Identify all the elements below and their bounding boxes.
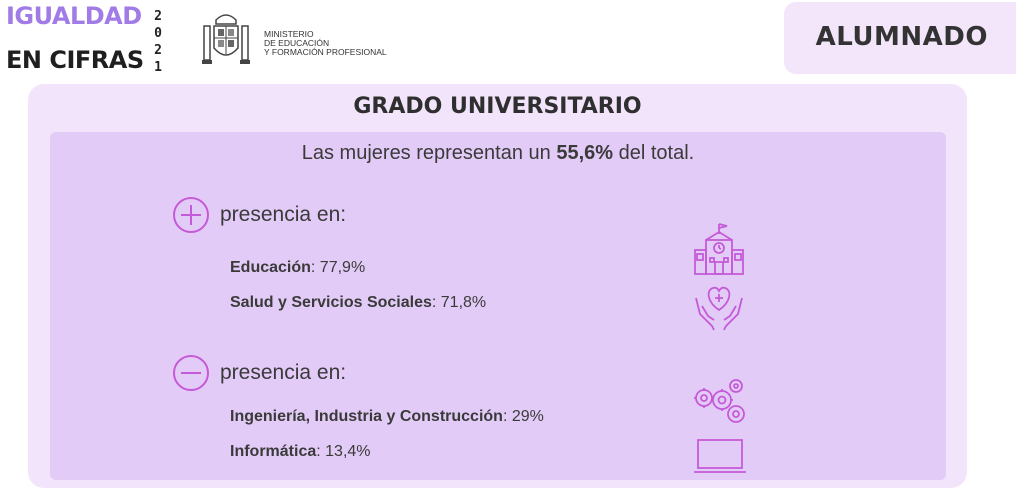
plus-circle-icon [173, 197, 209, 233]
hands-heart-icon [695, 286, 743, 331]
list-item: Educación: 77,9% [230, 259, 365, 277]
brand-year: 2 0 2 1 [151, 8, 165, 76]
summary-suffix: del total. [613, 142, 695, 164]
more-presence-heading: presencia en: [172, 196, 346, 234]
category-tag: ALUMNADO [784, 2, 1016, 74]
field-name: Salud y Servicios Sociales [230, 294, 432, 311]
content-panel: GRADO UNIVERSITARIO Las mujeres represen… [28, 84, 967, 488]
field-value: : 29% [502, 408, 544, 425]
field-value: : 13,4% [316, 443, 371, 460]
less-presence-heading: presencia en: [172, 354, 346, 392]
year-digit: 2 [154, 9, 162, 24]
more-presence-label: presencia en: [220, 203, 347, 226]
list-item: Informática: 13,4% [230, 443, 371, 461]
section-title: GRADO UNIVERSITARIO [353, 94, 642, 119]
less-presence-label: presencia en: [220, 361, 347, 384]
stats-card: Las mujeres representan un 55,6% del tot… [50, 132, 946, 480]
brand-logo: IGUALDAD EN CIFRAS 2 0 2 1 [6, 2, 186, 82]
ministry-line: DE EDUCACIÓN [264, 38, 330, 48]
summary-prefix: Las mujeres representan un [301, 142, 557, 164]
field-name: Educación [230, 259, 311, 276]
laptop-icon [694, 439, 746, 473]
school-building-icon [694, 223, 744, 275]
field-name: Informática [230, 443, 317, 460]
year-digit: 0 [154, 26, 162, 41]
ministry-name: MINISTERIO DE EDUCACIÓN Y FORMACIÓN PROF… [264, 30, 387, 57]
year-digit: 2 [154, 43, 162, 58]
brand-title-line2: EN CIFRAS [6, 46, 144, 74]
year-digit: 1 [154, 60, 162, 75]
field-value: : 77,9% [310, 259, 366, 276]
list-item: Salud y Servicios Sociales: 71,8% [230, 294, 486, 312]
category-tag-label: ALUMNADO [815, 22, 988, 52]
summary-value: 55,6% [556, 142, 614, 164]
field-value: : 71,8% [431, 294, 487, 311]
summary-sentence: Las mujeres representan un 55,6% del tot… [50, 142, 946, 165]
brand-title-line1: IGUALDAD [6, 2, 142, 30]
ministry-line: MINISTERIO [264, 29, 314, 39]
ministry-line: Y FORMACIÓN PROFESIONAL [264, 47, 387, 57]
minus-circle-icon [173, 355, 209, 391]
gears-icon [694, 379, 745, 423]
coat-of-arms-icon [202, 14, 250, 64]
field-name: Ingeniería, Industria y Construcción [230, 408, 503, 425]
list-item: Ingeniería, Industria y Construcción: 29… [230, 408, 544, 426]
